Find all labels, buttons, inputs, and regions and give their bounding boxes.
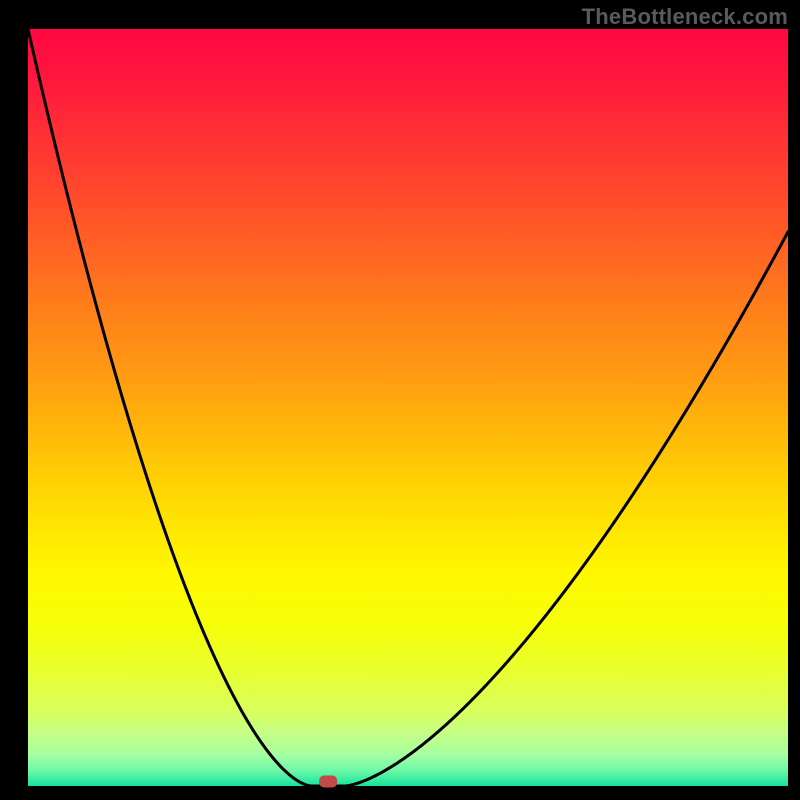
optimum-marker	[319, 775, 337, 787]
plot-background	[28, 29, 788, 786]
bottleneck-plot	[0, 0, 800, 800]
watermark-text: TheBottleneck.com	[582, 4, 788, 30]
